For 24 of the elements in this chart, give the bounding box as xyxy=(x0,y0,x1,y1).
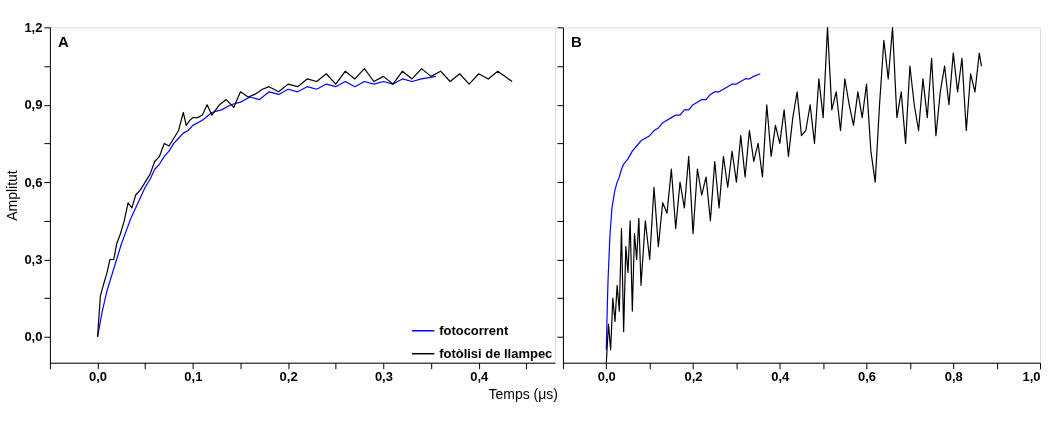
y-tick-label: 0,3 xyxy=(24,252,43,267)
annotation: B xyxy=(570,33,582,51)
y-tick-label: 0,0 xyxy=(24,329,43,345)
x-tick-label: 0,8 xyxy=(944,369,963,385)
legend-label: fotòlisi de llampec xyxy=(439,345,553,361)
y-tick-label: 0,6 xyxy=(24,174,43,190)
line-series xyxy=(96,75,437,338)
x-tick-label: 1,0 xyxy=(1022,369,1041,385)
x-tick-label: 0,2 xyxy=(684,369,703,385)
x-tick-label: 0,3 xyxy=(374,369,393,385)
y-axis-title: Amplitut xyxy=(4,170,21,221)
x-tick-label: 0,0 xyxy=(597,369,616,385)
x-tick-label: 0,2 xyxy=(279,369,298,385)
x-axis-title: Temps (μs) xyxy=(488,386,558,403)
legend-label: fotocorrent xyxy=(439,322,510,338)
x-tick-label: 0,6 xyxy=(858,369,877,385)
x-tick-label: 0,4 xyxy=(470,369,490,385)
x-tick-label: 0,1 xyxy=(184,369,203,385)
y-tick-label: 1,2 xyxy=(24,19,43,35)
x-tick-label: 0,0 xyxy=(89,369,108,385)
annotation: A xyxy=(57,33,69,51)
x-tick-label: 0,4 xyxy=(771,369,791,385)
line-series xyxy=(96,68,513,338)
y-tick-label: 0,9 xyxy=(24,97,43,113)
